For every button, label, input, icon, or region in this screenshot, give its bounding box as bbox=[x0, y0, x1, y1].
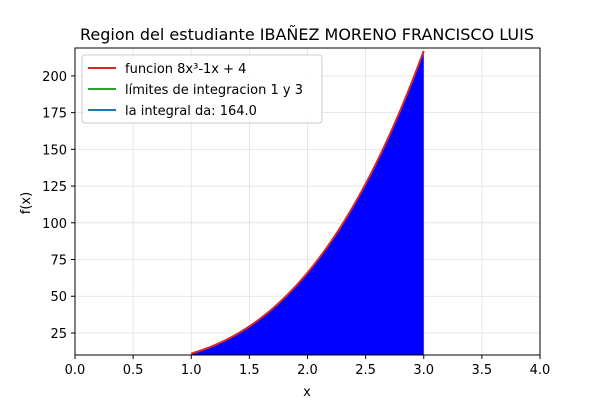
x-tick-label: 0.5 bbox=[123, 363, 144, 378]
y-tick-label: 75 bbox=[50, 254, 67, 269]
y-tick-label: 175 bbox=[42, 107, 67, 122]
legend-label: funcion 8x³-1x + 4 bbox=[125, 62, 246, 77]
y-tick-label: 125 bbox=[42, 180, 67, 195]
y-tick-label: 150 bbox=[42, 143, 67, 158]
function-line bbox=[190, 50, 425, 355]
x-tick-label: 1.0 bbox=[181, 363, 202, 378]
x-axis-label: x bbox=[303, 385, 311, 400]
y-tick-label: 50 bbox=[50, 290, 67, 305]
legend-label: límites de integracion 1 y 3 bbox=[125, 83, 303, 98]
legend-box bbox=[81, 54, 323, 124]
integral-fill-area bbox=[191, 50, 424, 355]
x-tick-label: 0.0 bbox=[65, 363, 86, 378]
legend-label: la integral da: 164.0 bbox=[125, 104, 257, 119]
x-tick-label: 3.5 bbox=[472, 363, 493, 378]
legend: funcion 8x³-1x + 4 límites de integracion… bbox=[81, 54, 323, 124]
chart-title: Region del estudiante IBAÑEZ MORENO FRAN… bbox=[80, 25, 534, 44]
x-tick-label: 2.5 bbox=[355, 363, 376, 378]
y-tick-label: 100 bbox=[42, 217, 67, 232]
x-tick-label: 4.0 bbox=[530, 363, 551, 378]
y-tick-label: 200 bbox=[42, 70, 67, 85]
plot-area bbox=[190, 50, 425, 355]
axes: 0.0 0.5 1.0 1.5 2.0 2.5 3.0 3.5 4.0 25 50 75 100 125 1… bbox=[42, 47, 551, 378]
x-tick-label: 3.0 bbox=[413, 363, 434, 378]
x-tick-label: 1.5 bbox=[239, 363, 260, 378]
y-tick-label: 25 bbox=[50, 327, 67, 342]
x-tick-label: 2.0 bbox=[297, 363, 318, 378]
y-axis-label: f(x) bbox=[19, 192, 34, 214]
